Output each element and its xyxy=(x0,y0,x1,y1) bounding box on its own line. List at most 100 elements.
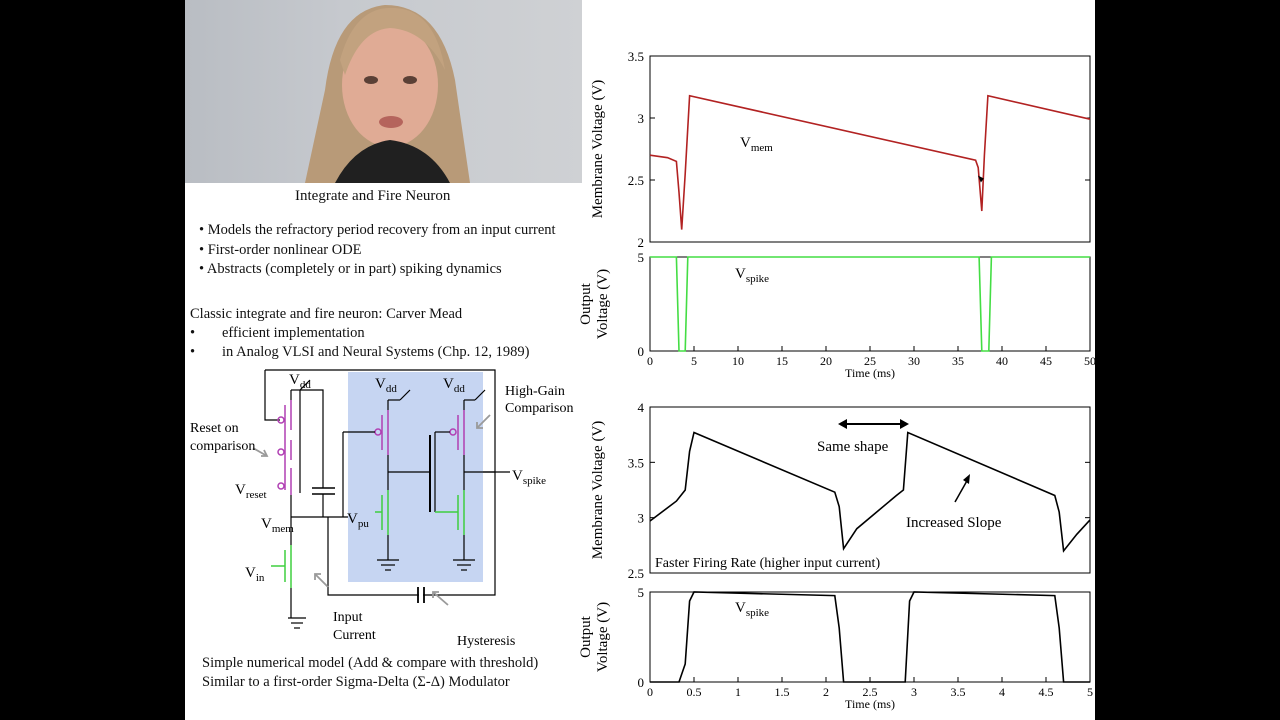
y-axis-label: Membrane Voltage (V) xyxy=(590,421,606,560)
webcam-feed xyxy=(185,0,582,183)
classic-item: • efficient implementation xyxy=(190,325,365,341)
circuit-diagram: Vdd Vdd Vdd Reset on comparison Vreset V… xyxy=(190,369,573,649)
plot-frame xyxy=(649,55,1091,243)
x-tick-label: 10 xyxy=(732,354,744,368)
y-tick-label: 3 xyxy=(638,111,645,126)
plot-frame xyxy=(649,256,1091,352)
bottom-notes: Simple numerical model (Add & compare wi… xyxy=(202,654,538,692)
x-tick-label: 15 xyxy=(776,354,788,368)
plot-frame xyxy=(649,591,1091,683)
reset-on-label: Reset on xyxy=(190,421,239,436)
x-tick-label: 4 xyxy=(999,685,1005,699)
chart-membrane-voltage-1: 2 2.5 3 3.5 Membrane Voltage (V) Vmem xyxy=(590,49,1091,250)
x-tick-label: 3 xyxy=(911,685,917,699)
series-line xyxy=(650,256,1090,352)
x-tick-label: 35 xyxy=(952,354,964,368)
series-line xyxy=(649,94,1091,230)
svg-text:Vpu: Vpu xyxy=(347,511,369,530)
y-tick-label: 2.5 xyxy=(628,566,644,581)
x-tick-label: 25 xyxy=(864,354,876,368)
nmos-input xyxy=(271,545,292,588)
input-label: Input xyxy=(333,610,363,625)
x-tick-label: 40 xyxy=(996,354,1008,368)
x-tick-label: 5 xyxy=(691,354,697,368)
cursor-pointer-icon xyxy=(977,175,984,183)
x-tick-label: 1.5 xyxy=(775,685,790,699)
vmem-annotation: Vmem xyxy=(740,135,773,154)
vspike-label: V xyxy=(512,468,523,484)
classic-heading: Classic integrate and fire neuron: Carve… xyxy=(190,306,463,322)
vdd-label: V xyxy=(375,376,386,392)
y-tick-label: 3 xyxy=(638,511,645,526)
x-tick-label: 20 xyxy=(820,354,832,368)
presenter-video xyxy=(305,5,470,183)
vspike-annotation: Vspike xyxy=(735,266,769,285)
same-shape-annotation: Same shape xyxy=(817,439,889,455)
y-tick-label: 4 xyxy=(638,400,645,415)
bullet-list: • Models the refractory period recovery … xyxy=(199,221,556,280)
x-tick-label: 2 xyxy=(823,685,829,699)
pmos-reset-stack xyxy=(277,400,292,495)
classic-section: Classic integrate and fire neuron: Carve… xyxy=(190,305,529,362)
y-axis-label: Membrane Voltage (V) xyxy=(590,80,606,219)
bullet-item: • Models the refractory period recovery … xyxy=(199,222,556,238)
y-tick-label: 3.5 xyxy=(628,455,644,470)
plot-frame xyxy=(649,406,1091,574)
comparison-label: comparison xyxy=(190,439,255,454)
vreset-label: V xyxy=(235,482,246,498)
svg-text:Vspike: Vspike xyxy=(512,468,546,487)
current-label: Current xyxy=(333,628,376,643)
y-tick-label: 2.5 xyxy=(628,173,644,188)
x-tick-label: 0 xyxy=(647,354,653,368)
bullet-item: • First-order nonlinear ODE xyxy=(199,241,362,258)
annotation-arrows xyxy=(252,414,491,606)
x-tick-label: 5 xyxy=(1087,685,1093,699)
series-line xyxy=(649,431,1091,553)
vdd-label: V xyxy=(289,372,300,388)
comparator-box xyxy=(348,372,483,582)
x-axis-label: Time (ms) xyxy=(845,366,895,380)
arrow-head-right-icon xyxy=(900,419,909,429)
high-gain-label: High-Gain xyxy=(505,384,565,399)
vmem-label: V xyxy=(261,516,272,532)
x-tick-label: 45 xyxy=(1040,354,1052,368)
y-axis-label: OutputVoltage (V) xyxy=(580,602,611,672)
y-tick-label: 5 xyxy=(638,585,645,600)
x-tick-label: 4.5 xyxy=(1039,685,1054,699)
bullet-item: • Abstracts (completely or in part) spik… xyxy=(199,261,502,277)
vin-label: V xyxy=(245,565,256,581)
increased-slope-annotation: Increased Slope xyxy=(906,515,1002,531)
y-tick-label: 0 xyxy=(638,675,645,690)
svg-text:Vreset: Vreset xyxy=(235,482,267,501)
x-tick-label: 0.5 xyxy=(687,685,702,699)
x-tick-label: 2.5 xyxy=(863,685,878,699)
chart-output-voltage-2: 0 5 0 0.5 1 1.5 2 2.5 3 3.5 4 4.5 5 Time (ms) OutputVo… xyxy=(580,585,1093,711)
x-tick-label: 30 xyxy=(908,354,920,368)
vspike-annotation: Vspike xyxy=(735,600,769,619)
x-tick-label: 0 xyxy=(647,685,653,699)
vdd-label: V xyxy=(443,376,454,392)
x-tick-label: 1 xyxy=(735,685,741,699)
nmos-comparator-2 xyxy=(435,490,465,535)
vpu-label: V xyxy=(347,511,358,527)
y-tick-label: 5 xyxy=(638,250,645,265)
classic-item: • in Analog VLSI and Neural Systems (Chp… xyxy=(190,344,530,360)
x-axis-label: Time (ms) xyxy=(845,697,895,711)
svg-text:Vmem: Vmem xyxy=(261,516,294,535)
slope-arrow xyxy=(954,478,969,503)
slide-title: Integrate and Fire Neuron xyxy=(295,188,451,204)
arrow-head-icon xyxy=(963,474,970,484)
y-axis-label: OutputVoltage (V) xyxy=(580,269,611,339)
y-tick-label: 0 xyxy=(638,344,645,359)
series-line xyxy=(650,591,1090,683)
hysteresis-label: Hysteresis xyxy=(457,634,515,649)
x-tick-label: 3.5 xyxy=(951,685,966,699)
comparison-label-2: Comparison xyxy=(505,401,573,416)
y-tick-label: 2 xyxy=(638,235,645,250)
chart-membrane-voltage-2: 2.5 3 3.5 4 Membrane Voltage (V) Same shape In… xyxy=(590,400,1091,581)
svg-text:Vin: Vin xyxy=(245,565,265,584)
slide: Integrate and Fire Neuron • Models the r… xyxy=(185,0,1095,720)
svg-text:Vdd: Vdd xyxy=(443,376,465,395)
nmos-comparator-1 xyxy=(375,490,389,535)
